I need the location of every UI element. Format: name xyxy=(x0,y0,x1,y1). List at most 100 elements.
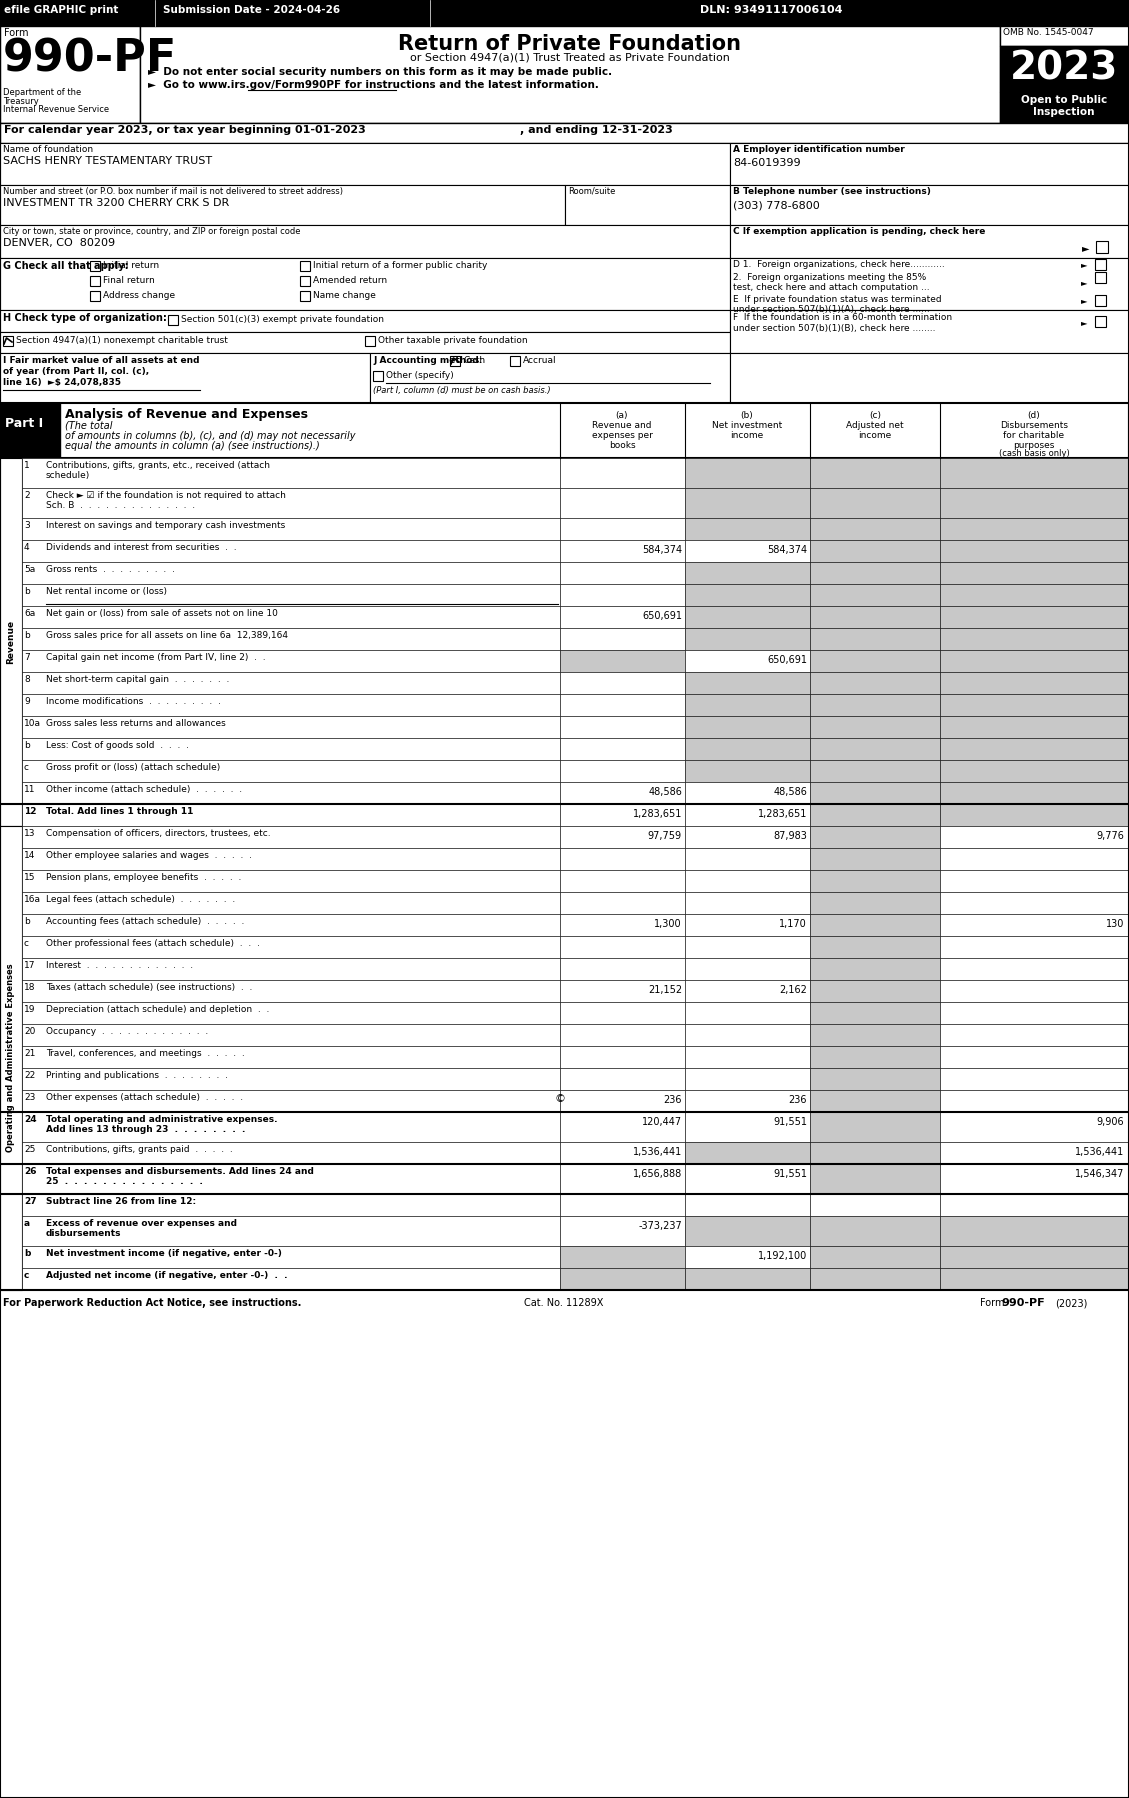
Bar xyxy=(940,1194,1129,1215)
Bar xyxy=(3,336,14,345)
Text: D 1.  Foreign organizations, check here............: D 1. Foreign organizations, check here..… xyxy=(733,261,945,270)
Bar xyxy=(21,1142,560,1163)
Bar xyxy=(940,563,1129,584)
Bar xyxy=(560,804,685,825)
Bar xyxy=(21,694,560,716)
Bar xyxy=(21,870,560,892)
Bar xyxy=(940,1163,1129,1194)
Bar xyxy=(940,849,1129,870)
Bar xyxy=(685,651,809,672)
Text: 990-PF: 990-PF xyxy=(3,38,177,81)
Bar xyxy=(685,804,809,825)
Text: 130: 130 xyxy=(1105,919,1124,930)
Text: Income modifications  .  .  .  .  .  .  .  .  .: Income modifications . . . . . . . . . xyxy=(46,698,221,707)
Text: 990-PF: 990-PF xyxy=(1001,1298,1044,1307)
Text: Other taxable private foundation: Other taxable private foundation xyxy=(378,336,527,345)
Bar xyxy=(809,782,940,804)
Text: 5a: 5a xyxy=(24,565,35,574)
Bar xyxy=(21,849,560,870)
Text: (2023): (2023) xyxy=(1054,1298,1087,1307)
Bar xyxy=(21,458,560,487)
Text: Total. Add lines 1 through 11: Total. Add lines 1 through 11 xyxy=(46,807,193,816)
Bar xyxy=(940,937,1129,958)
Text: (The total: (The total xyxy=(65,421,113,432)
Bar xyxy=(940,1215,1129,1246)
Text: 25: 25 xyxy=(24,1145,35,1154)
Text: Initial return: Initial return xyxy=(103,261,159,270)
Text: 21,152: 21,152 xyxy=(648,985,682,994)
Text: for charitable: for charitable xyxy=(1004,432,1065,441)
Bar xyxy=(685,1215,809,1246)
Bar xyxy=(21,782,560,804)
Text: ►: ► xyxy=(1080,318,1087,327)
Text: Other income (attach schedule)  .  .  .  .  .  .: Other income (attach schedule) . . . . .… xyxy=(46,786,242,795)
Bar xyxy=(560,672,685,694)
Bar xyxy=(809,458,940,487)
Bar xyxy=(140,25,1000,122)
Bar xyxy=(685,628,809,651)
Bar xyxy=(940,584,1129,606)
Bar xyxy=(560,1025,685,1046)
Text: 9,776: 9,776 xyxy=(1096,831,1124,841)
Text: Other expenses (attach schedule)  .  .  .  .  .: Other expenses (attach schedule) . . . .… xyxy=(46,1093,243,1102)
Bar xyxy=(0,403,60,458)
Text: ►  Go to www.irs.gov/Form990PF for instructions and the latest information.: ► Go to www.irs.gov/Form990PF for instru… xyxy=(148,79,598,90)
Bar xyxy=(940,1068,1129,1090)
Bar xyxy=(730,257,1129,309)
Text: 584,374: 584,374 xyxy=(767,545,807,556)
Bar xyxy=(21,937,560,958)
Text: Legal fees (attach schedule)  .  .  .  .  .  .  .: Legal fees (attach schedule) . . . . . .… xyxy=(46,895,235,904)
Bar xyxy=(940,1025,1129,1046)
Bar xyxy=(940,1111,1129,1142)
Text: 10a: 10a xyxy=(24,719,41,728)
Text: Form: Form xyxy=(5,29,28,38)
Bar xyxy=(940,606,1129,628)
Bar xyxy=(809,804,940,825)
Bar xyxy=(685,1142,809,1163)
Bar xyxy=(809,1046,940,1068)
Text: 9,906: 9,906 xyxy=(1096,1117,1124,1127)
Text: b: b xyxy=(24,1250,30,1259)
Text: Dividends and interest from securities  .  .: Dividends and interest from securities .… xyxy=(46,543,237,552)
Text: Open to Public: Open to Public xyxy=(1021,95,1108,104)
Text: Section 501(c)(3) exempt private foundation: Section 501(c)(3) exempt private foundat… xyxy=(181,315,384,324)
Text: H Check type of organization:: H Check type of organization: xyxy=(3,313,167,324)
Bar xyxy=(21,1090,560,1111)
Bar xyxy=(1095,316,1106,327)
Text: 18: 18 xyxy=(24,984,35,992)
Bar xyxy=(940,1268,1129,1289)
Text: books: books xyxy=(609,441,636,450)
Text: under section 507(b)(1)(B), check here ........: under section 507(b)(1)(B), check here .… xyxy=(733,324,936,333)
Text: G Check all that apply:: G Check all that apply: xyxy=(3,261,129,271)
Bar xyxy=(90,261,100,271)
Bar xyxy=(560,518,685,539)
Bar xyxy=(809,672,940,694)
Bar xyxy=(560,1090,685,1111)
Bar xyxy=(940,1142,1129,1163)
Bar xyxy=(0,0,1129,25)
Bar xyxy=(21,761,560,782)
Bar xyxy=(560,651,685,672)
Text: INVESTMENT TR 3200 CHERRY CRK S DR: INVESTMENT TR 3200 CHERRY CRK S DR xyxy=(3,198,229,209)
Text: 17: 17 xyxy=(24,960,35,969)
Bar xyxy=(21,539,560,563)
Bar xyxy=(685,958,809,980)
Bar xyxy=(1096,241,1108,254)
Text: (Part I, column (d) must be on cash basis.): (Part I, column (d) must be on cash basi… xyxy=(373,387,551,396)
Bar xyxy=(940,825,1129,849)
Bar xyxy=(809,1111,940,1142)
Text: Accounting fees (attach schedule)  .  .  .  .  .: Accounting fees (attach schedule) . . . … xyxy=(46,917,244,926)
Bar xyxy=(21,1246,560,1268)
Text: ►: ► xyxy=(1080,261,1087,270)
Bar xyxy=(940,716,1129,737)
Text: Gross rents  .  .  .  .  .  .  .  .  .: Gross rents . . . . . . . . . xyxy=(46,565,175,574)
Text: Gross profit or (loss) (attach schedule): Gross profit or (loss) (attach schedule) xyxy=(46,762,220,771)
Bar xyxy=(21,892,560,913)
Text: 91,551: 91,551 xyxy=(773,1169,807,1179)
Bar xyxy=(564,185,730,225)
Bar xyxy=(685,1090,809,1111)
Text: -373,237: -373,237 xyxy=(638,1221,682,1232)
Text: c: c xyxy=(24,1271,29,1280)
Bar xyxy=(809,651,940,672)
Text: of year (from Part II, col. (c),: of year (from Part II, col. (c), xyxy=(3,367,149,376)
